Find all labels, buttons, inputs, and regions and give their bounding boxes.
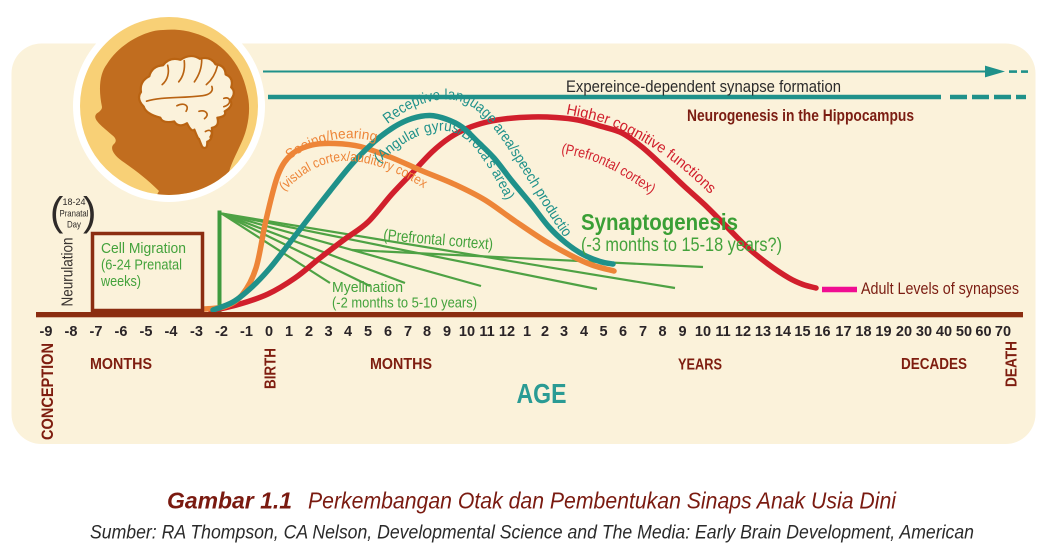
svg-text:30: 30 (916, 324, 932, 340)
svg-text:20: 20 (896, 324, 912, 340)
svg-text:Myelination: Myelination (332, 279, 403, 296)
svg-text:Sumber: RA Thompson, CA Nelson: Sumber: RA Thompson, CA Nelson, Developm… (90, 522, 974, 543)
svg-text:(-3 months to 15-18 years?): (-3 months to 15-18 years?) (581, 235, 782, 256)
svg-text:BIRTH: BIRTH (263, 348, 280, 389)
svg-text:(6-24 Prenatal: (6-24 Prenatal (101, 257, 182, 274)
svg-text:10: 10 (459, 324, 475, 340)
svg-text:MONTHS: MONTHS (90, 356, 152, 373)
svg-text:DEATH: DEATH (1004, 341, 1021, 387)
svg-text:(: ( (50, 190, 64, 234)
svg-text:18: 18 (855, 324, 871, 340)
svg-text:16: 16 (814, 324, 830, 340)
svg-text:-1: -1 (240, 324, 253, 340)
svg-text:11: 11 (715, 324, 730, 340)
svg-text:-9: -9 (40, 324, 53, 340)
svg-text:-2: -2 (215, 324, 228, 340)
svg-text:4: 4 (344, 324, 352, 340)
svg-text:12: 12 (499, 324, 515, 340)
svg-text:6: 6 (384, 324, 392, 340)
svg-text:2: 2 (305, 324, 313, 340)
svg-text:60: 60 (975, 324, 991, 340)
svg-text:Synaptogenesis: Synaptogenesis (581, 209, 738, 235)
svg-text:3: 3 (324, 324, 332, 340)
svg-text:13: 13 (755, 324, 771, 340)
svg-text:): ) (83, 190, 96, 234)
svg-text:4: 4 (580, 324, 588, 340)
svg-text:11: 11 (479, 324, 494, 340)
svg-text:Neurulation: Neurulation (60, 238, 77, 307)
svg-text:-3: -3 (190, 324, 203, 340)
svg-text:70: 70 (995, 324, 1011, 340)
svg-text:Adult Levels of synapses: Adult Levels of synapses (861, 279, 1019, 298)
svg-text:9: 9 (678, 324, 686, 340)
svg-text:-6: -6 (115, 324, 128, 340)
svg-text:-7: -7 (90, 324, 103, 340)
svg-text:Gambar 1.1: Gambar 1.1 (167, 488, 292, 514)
svg-text:50: 50 (956, 324, 972, 340)
svg-text:14: 14 (775, 324, 791, 340)
svg-text:Perkembangan Otak dan Pembentu: Perkembangan Otak dan Pembentukan Sinaps… (308, 488, 897, 514)
svg-text:-8: -8 (65, 324, 78, 340)
svg-text:19: 19 (875, 324, 891, 340)
svg-text:(-2 months to 5-10 years): (-2 months to 5-10 years) (332, 295, 477, 312)
svg-text:5: 5 (599, 324, 607, 340)
svg-text:7: 7 (404, 324, 412, 340)
svg-text:7: 7 (639, 324, 647, 340)
svg-text:15: 15 (794, 324, 810, 340)
svg-text:12: 12 (735, 324, 751, 340)
svg-text:8: 8 (423, 324, 431, 340)
svg-text:3: 3 (560, 324, 568, 340)
svg-text:10: 10 (695, 324, 711, 340)
svg-text:DECADES: DECADES (901, 356, 967, 373)
svg-text:18-24: 18-24 (63, 197, 86, 208)
svg-text:Day: Day (67, 220, 81, 231)
svg-text:-4: -4 (165, 324, 178, 340)
svg-text:CONCEPTION: CONCEPTION (38, 343, 57, 440)
svg-text:6: 6 (619, 324, 627, 340)
svg-text:Pranatal: Pranatal (60, 209, 89, 220)
svg-text:YEARS: YEARS (678, 357, 722, 374)
svg-text:0: 0 (265, 324, 273, 340)
svg-text:1: 1 (285, 324, 293, 340)
svg-text:2: 2 (541, 324, 549, 340)
svg-text:Neurogenesis in the Hippocampu: Neurogenesis in the Hippocampus (687, 106, 914, 125)
svg-text:AGE: AGE (517, 378, 567, 409)
svg-text:Cell Migration: Cell Migration (101, 240, 186, 257)
svg-text:5: 5 (364, 324, 372, 340)
svg-text:40: 40 (936, 324, 952, 340)
svg-text:-5: -5 (140, 324, 153, 340)
svg-text:1: 1 (523, 324, 531, 340)
svg-text:MONTHS: MONTHS (370, 356, 432, 373)
svg-text:Expereince-dependent synapse f: Expereince-dependent synapse formation (566, 78, 841, 96)
svg-text:17: 17 (835, 324, 851, 340)
svg-text:weeks): weeks) (100, 273, 141, 290)
svg-text:9: 9 (443, 324, 451, 340)
svg-text:8: 8 (658, 324, 666, 340)
